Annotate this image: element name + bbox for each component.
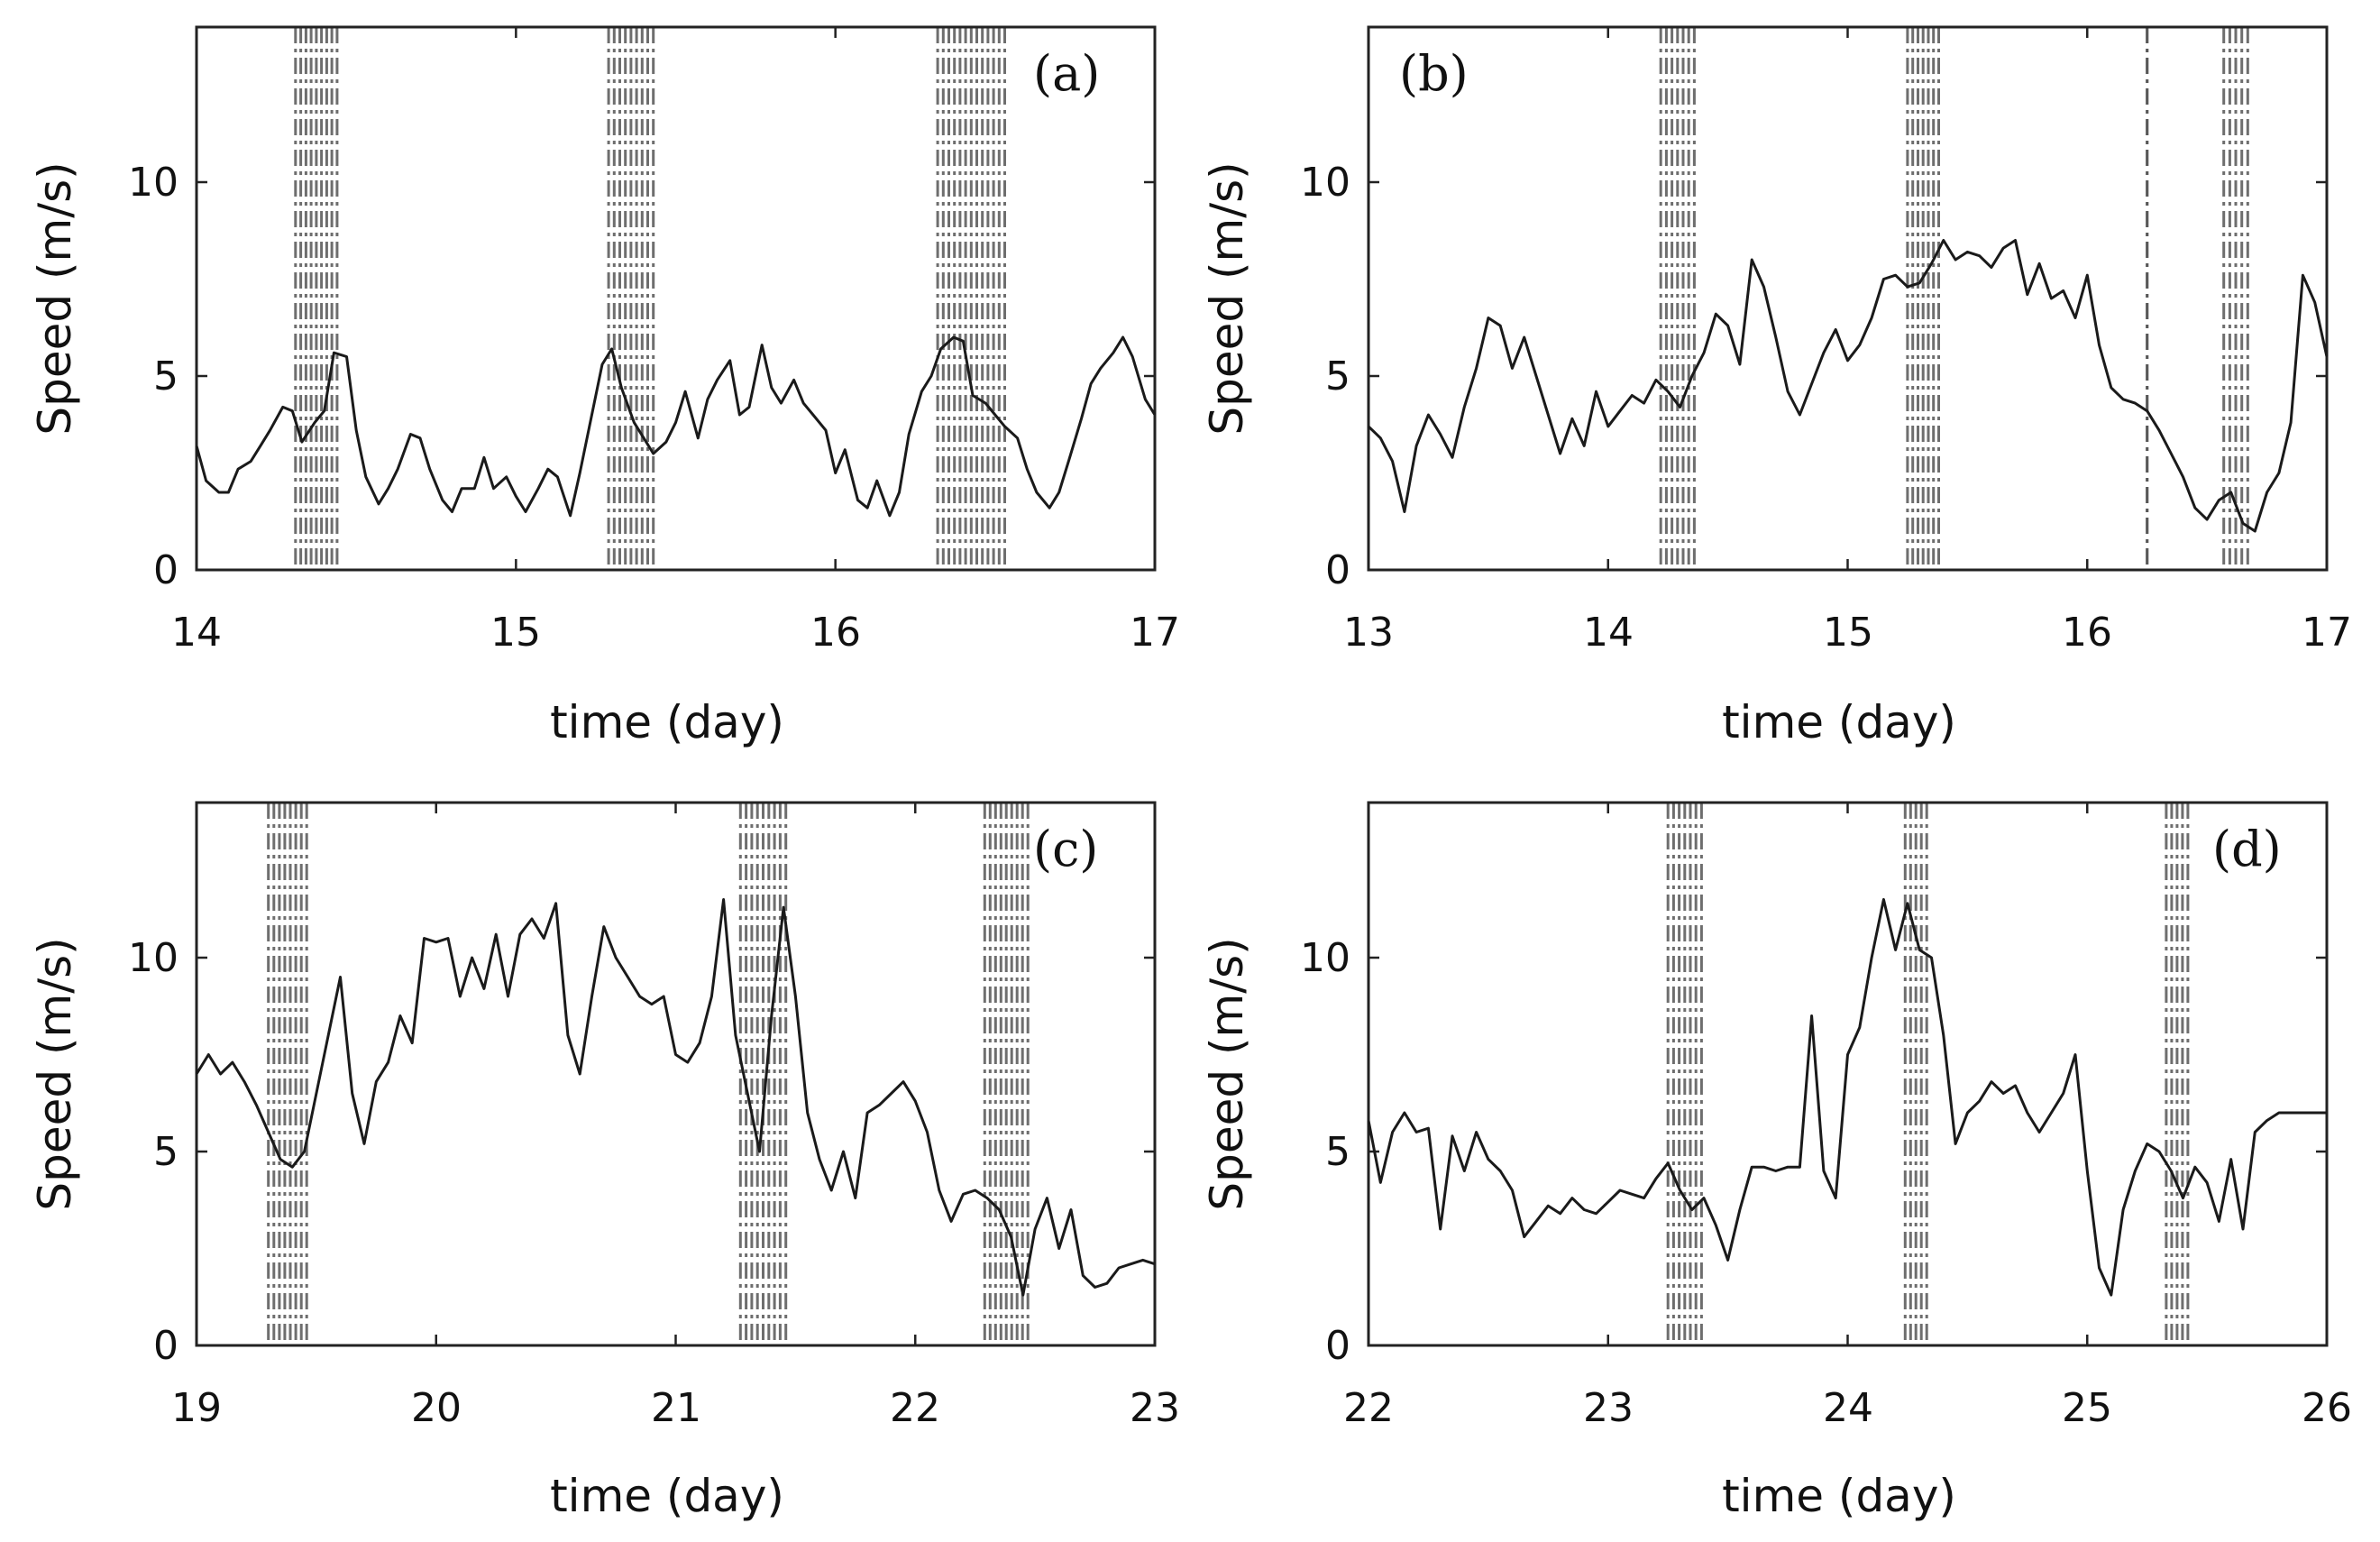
y-tick-label: 5 (1325, 1129, 1350, 1175)
y-tick-label: 10 (1300, 160, 1350, 206)
y-tick-label: 5 (153, 1129, 178, 1175)
panel-d: 0 5 10 22 23 24 25 26 time (day) Speed (… (1201, 801, 2352, 1522)
x-axis-title: time (day) (550, 1470, 784, 1522)
y-tick-label: 0 (153, 547, 178, 593)
x-tick-label: 23 (1583, 1385, 1634, 1431)
y-tick-label: 0 (1325, 1323, 1350, 1369)
x-tick-label: 13 (1343, 610, 1394, 656)
tick-marks (1367, 803, 2329, 1347)
y-tick-label: 10 (128, 160, 178, 206)
panel-a: 0 5 10 14 15 16 17 time (day) Speed (m/s… (29, 25, 1180, 748)
panel-label: (a) (1033, 45, 1100, 102)
x-tick-label: 21 (651, 1385, 701, 1431)
speed-series-line (195, 898, 1156, 1297)
panel-b: 0 5 10 13 14 15 16 17 time (day) Speed (… (1201, 25, 2352, 748)
x-tick-label: 26 (2302, 1385, 2352, 1431)
panel-label: (d) (2212, 821, 2282, 877)
y-tick-label: 10 (1300, 935, 1350, 981)
y-tick-label: 5 (1325, 353, 1350, 399)
y-axis-title: Speed (m/s) (29, 937, 81, 1210)
y-tick-label: 5 (153, 353, 178, 399)
x-tick-label: 22 (890, 1385, 940, 1431)
event-markers (294, 27, 1006, 570)
tick-marks (195, 803, 1157, 1347)
y-tick-label: 10 (128, 935, 178, 981)
event-markers (1659, 27, 2249, 570)
x-tick-label: 20 (411, 1385, 462, 1431)
plot-frame (195, 25, 1157, 572)
x-tick-label: 19 (171, 1385, 222, 1431)
y-axis-title: Speed (m/s) (29, 161, 81, 435)
x-axis-title: time (day) (1722, 696, 1956, 748)
x-tick-label: 23 (1130, 1385, 1180, 1431)
event-markers (267, 803, 1030, 1345)
tick-marks (1367, 27, 2329, 572)
x-tick-label: 15 (1823, 610, 1873, 656)
speed-series-line (195, 335, 1157, 518)
x-tick-label: 14 (171, 610, 222, 656)
x-tick-label: 24 (1823, 1385, 1873, 1431)
speed-series-line (1367, 898, 2327, 1297)
x-axis-title: time (day) (550, 696, 784, 748)
speed-series-line (1367, 239, 2329, 533)
panel-label: (b) (1399, 45, 1469, 102)
x-tick-label: 14 (1583, 610, 1634, 656)
y-axis-title: Speed (m/s) (1201, 937, 1253, 1210)
plot-frame (1367, 25, 2329, 572)
x-tick-label: 17 (1130, 610, 1180, 656)
x-tick-label: 15 (490, 610, 541, 656)
x-axis-title: time (day) (1722, 1470, 1956, 1522)
event-markers (1666, 803, 2190, 1345)
tick-marks (195, 27, 1157, 572)
x-tick-label: 16 (810, 610, 861, 656)
panel-c: 0 5 10 19 20 21 22 23 time (day) Speed (… (29, 801, 1180, 1522)
x-tick-label: 25 (2062, 1385, 2112, 1431)
y-tick-label: 0 (153, 1323, 178, 1369)
y-tick-label: 0 (1325, 547, 1350, 593)
y-axis-title: Speed (m/s) (1201, 161, 1253, 435)
x-tick-label: 16 (2062, 610, 2112, 656)
panel-label: (c) (1033, 821, 1098, 877)
x-tick-label: 17 (2302, 610, 2352, 656)
x-tick-label: 22 (1343, 1385, 1394, 1431)
